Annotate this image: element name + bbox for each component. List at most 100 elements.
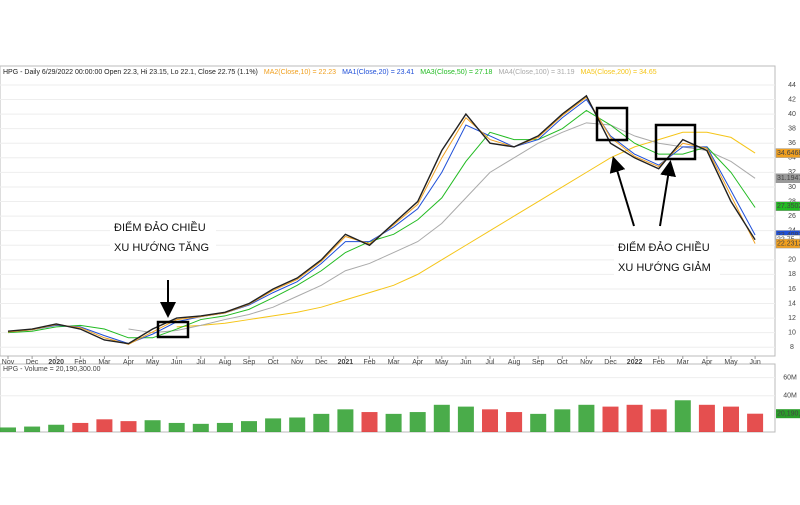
volume-badge [776,409,800,419]
volume-bar [433,404,450,432]
series-line [128,122,756,334]
volume-bar [482,409,498,432]
volume-bar [120,421,137,432]
y-tick-label: 40M [783,393,797,400]
legend-entry: MA3(Close,50) = 27.18 [420,69,492,76]
volume-bar [554,409,571,432]
x-tick-label: Jul [196,359,205,366]
x-tick-label: 2020 [48,359,64,366]
x-tick-label: May [146,359,160,366]
x-tick-label: Sep [243,359,256,366]
series-line [7,109,756,339]
x-tick-label: Oct [268,359,279,366]
annotation-text: ĐIỂM ĐẢO CHIỀU [618,241,710,254]
volume-bar [216,422,233,432]
x-tick-label: Aug [508,359,521,366]
x-tick-label: Jun [171,359,182,366]
volume-bar [578,404,595,432]
x-tick-label: Nov [2,359,15,366]
highlight-box [156,320,190,339]
volume-bar [192,423,209,432]
y-tick-label: 8 [790,344,794,351]
volume-bar [361,412,378,432]
volume-bar [144,420,161,432]
y-tick-label: 60M [783,374,797,381]
volume-bar [626,404,643,432]
price-badge-label: 31.1947 [777,175,800,182]
y-tick-label: 10 [788,330,796,337]
x-tick-label: Mar [98,359,111,366]
series-line [7,94,756,345]
volume-bar [698,404,715,432]
y-tick-label: 40 [788,111,796,118]
y-tick-label: 14 [788,300,796,307]
price-badge-label: 34.6468 [777,150,800,157]
legend: HPG - Daily 6/29/2022 00:00:00 Open 22.3… [3,69,657,76]
x-tick-label: Jul [486,359,495,366]
y-tick-label: 42 [788,96,796,103]
legend-entry: HPG - Daily 6/29/2022 00:00:00 Open 22.3… [3,69,258,76]
highlight-box [654,123,697,161]
y-tick-label: 26 [788,213,796,220]
y-tick-label: 34 [788,155,796,162]
x-tick-label: 2021 [338,359,354,366]
annotation-text: XU HƯỚNG TĂNG [114,241,209,254]
x-tick-label: Feb [653,359,665,366]
volume-bar [313,413,330,432]
volume-bar [409,412,426,432]
volume-bar [530,413,547,432]
highlight-box [595,106,629,142]
series-line [176,131,756,328]
volume-bar [72,422,89,432]
price-badge [775,238,800,249]
x-tick-label: Oct [557,359,568,366]
volume-bar [650,409,667,432]
price-badge-label: 22.2312 [777,240,800,247]
y-tick-label: 30 [788,184,796,191]
price-badge [775,173,800,183]
volume-bar [48,424,65,432]
legend-entry: MA2(Close,10) = 22.23 [264,69,336,76]
volume-title: HPG - Volume = 20,190,300.00 [3,366,101,373]
volume-bar [602,406,619,432]
x-tick-label: 2022 [627,359,643,366]
price-badge [775,148,800,158]
legend-entry: MA5(Close,200) = 34.65 [581,69,657,76]
volume-bar [385,413,402,432]
y-tick-label: 44 [788,82,796,89]
x-tick-label: Mar [388,359,401,366]
volume-bar [96,419,113,432]
volume-bar [506,412,523,432]
x-tick-label: Nov [291,359,304,366]
legend-entry: MA1(Close,20) = 23.41 [342,69,414,76]
y-tick-label: 18 [788,271,796,278]
x-tick-label: Mar [677,359,690,366]
x-tick-label: May [435,359,449,366]
volume-bar [24,426,41,432]
y-tick-label: 12 [788,315,796,322]
x-tick-label: Feb [363,359,375,366]
x-tick-label: Nov [580,359,593,366]
annotation-bg [614,238,720,278]
volume-bar [0,427,16,432]
x-tick-label: Feb [74,359,86,366]
volume-bar [265,418,282,432]
volume-bar [747,413,764,432]
annotation-text: ĐIỂM ĐẢO CHIỀU [114,221,206,234]
x-tick-label: Aug [219,359,232,366]
volume-bar [241,421,257,432]
x-tick-label: Apr [412,359,424,366]
y-tick-label: 20 [788,257,796,264]
arrow [659,160,676,227]
x-tick-label: Dec [315,359,328,366]
price-badge [775,201,800,212]
price-badge-label: 27.3502 [777,203,800,210]
x-tick-label: Jun [460,359,471,366]
volume-bar [168,422,185,432]
volume-badge-label: 20,190,30 [777,411,800,418]
legend-entry: MA4(Close,100) = 31.19 [498,69,574,76]
annotation-bg [110,218,216,258]
x-tick-label: Jun [749,359,760,366]
x-tick-label: Apr [123,359,135,366]
x-tick-label: May [724,359,738,366]
